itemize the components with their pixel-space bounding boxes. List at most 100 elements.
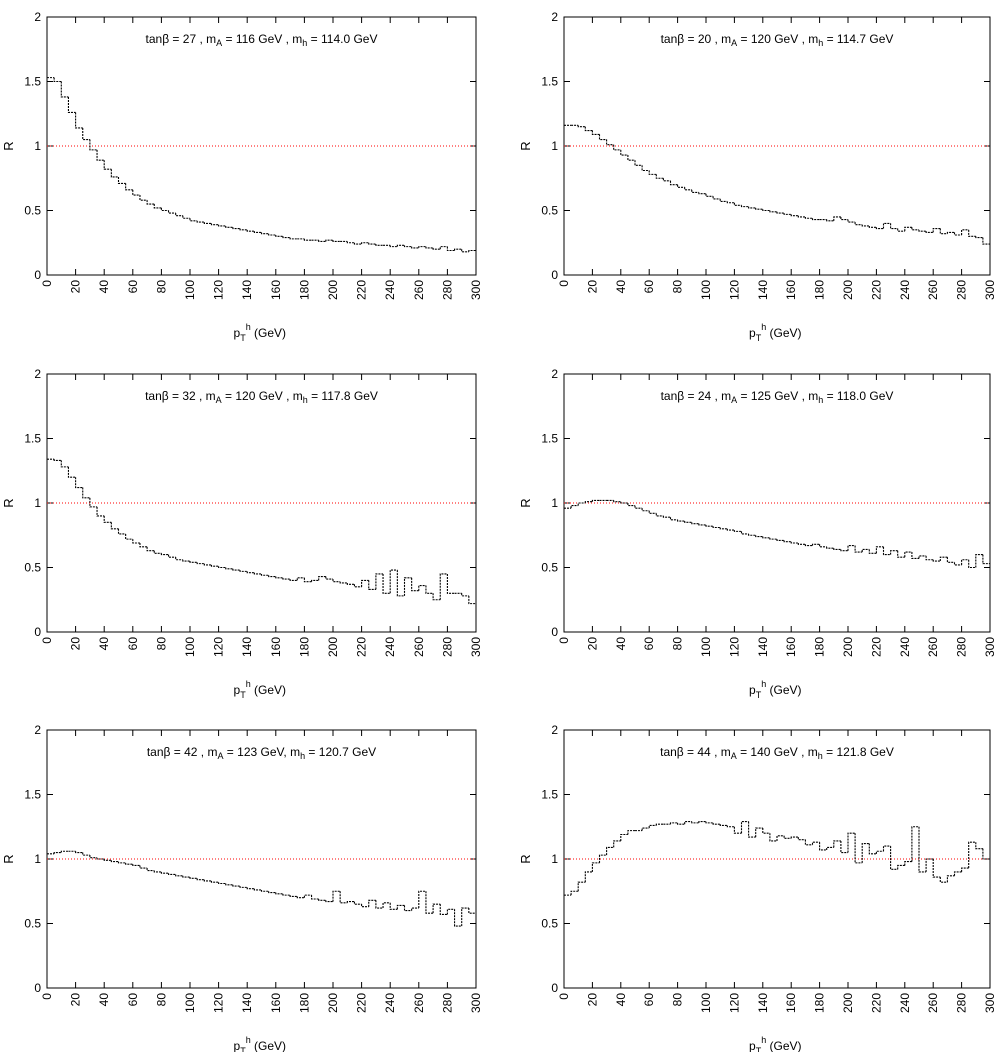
histogram-bin [311, 895, 319, 900]
histogram-bin [325, 239, 333, 242]
y-tick-label: 1 [551, 496, 558, 510]
histogram-bin [648, 170, 657, 175]
x-label-sub: T [240, 333, 246, 343]
histogram-bin [847, 545, 856, 551]
histogram-bin [691, 821, 699, 824]
histogram-bin [982, 554, 990, 565]
histogram-bin [289, 579, 298, 581]
y-tick-label: 2 [34, 367, 41, 381]
histogram-bin [627, 503, 635, 507]
histogram-bin [918, 826, 927, 873]
x-tick-label: 300 [469, 280, 483, 300]
histogram-bin [584, 871, 593, 883]
x-axis-label: pTh (GeV) [749, 322, 802, 343]
histogram-bin [655, 513, 664, 517]
histogram-bin [403, 905, 412, 912]
histogram-bin [368, 242, 376, 245]
histogram-bin [911, 826, 919, 862]
panel-title: tanβ = 42 , mA = 123 GeV, mh = 120.7 GeV [147, 745, 376, 761]
histogram-bin [389, 902, 398, 910]
histogram-bin [861, 548, 870, 553]
histogram-bin [925, 858, 934, 872]
histogram-bin [125, 183, 133, 191]
histogram-bin [854, 545, 863, 553]
y-tick-label: 0.5 [24, 917, 41, 931]
histogram-bin [439, 904, 448, 916]
y-tick-label: 1 [34, 496, 41, 510]
title-mA: = 123 GeV, m [223, 745, 300, 759]
y-tick-label: 1.5 [24, 75, 41, 89]
histogram-bin [719, 198, 728, 203]
x-tick-label: 20 [69, 280, 83, 294]
x-tick-label: 240 [898, 993, 912, 1013]
x-tick-label: 40 [614, 280, 628, 294]
x-tick-label: 20 [585, 637, 599, 651]
x-tick-label: 280 [955, 993, 969, 1013]
histogram-bin [797, 837, 806, 841]
histogram-bin [606, 846, 614, 856]
x-label-sub: T [756, 1046, 762, 1052]
histogram-bin [275, 576, 283, 579]
histogram-bin [96, 506, 105, 517]
x-label-main: p [234, 1039, 241, 1052]
histogram-bin [289, 237, 298, 240]
x-axis-label: pTh (GeV) [749, 679, 802, 700]
histogram-bin [797, 542, 806, 545]
histogram-bin [833, 548, 841, 550]
histogram-bin [598, 134, 607, 141]
histogram-bin [669, 180, 678, 186]
histogram-bin [790, 214, 799, 217]
x-label-main: p [749, 683, 756, 697]
histogram-bin [75, 112, 83, 129]
histogram-bin [468, 595, 476, 605]
y-tick-label: 0 [34, 625, 41, 639]
histogram-bin [875, 227, 884, 230]
x-label-sup: h [761, 322, 766, 332]
histogram-bin [218, 224, 226, 227]
histogram-bin [740, 821, 749, 834]
histogram-bin [939, 556, 948, 562]
histogram-bin [60, 460, 69, 468]
x-tick-label: 260 [412, 637, 426, 657]
x-tick-label: 260 [926, 637, 940, 657]
histogram-bin [218, 882, 226, 885]
histogram-bin [296, 577, 305, 581]
histogram-bin [403, 577, 412, 596]
histogram-bin [613, 144, 621, 151]
histogram-bin [847, 219, 856, 223]
x-tick-label: 160 [269, 280, 283, 300]
histogram-bin [117, 176, 126, 184]
x-tick-label: 200 [326, 280, 340, 300]
histogram-bin [705, 524, 714, 527]
histogram-bin [339, 581, 348, 584]
chart-panel-1: 00.511.520 20 40 60 80 100 120 140 160 180 200 220 2… [1, 10, 483, 343]
x-tick-label: 80 [154, 280, 168, 294]
histogram-bin [961, 559, 969, 565]
histogram-bin [975, 236, 983, 239]
histogram-bin [203, 563, 212, 566]
histogram-bin [318, 240, 326, 243]
histogram-bin [570, 505, 579, 509]
x-label-sup: h [761, 679, 766, 689]
histogram-bin [461, 593, 469, 597]
histogram-bin [411, 907, 419, 911]
histogram-bin [160, 553, 169, 556]
x-tick-label: 100 [699, 280, 713, 300]
title-sub-A: A [731, 751, 737, 761]
histogram-bin [268, 891, 276, 894]
histogram-bin [882, 222, 891, 229]
plot-frame [46, 373, 477, 633]
x-tick-label: 160 [269, 993, 283, 1013]
histogram-bin [634, 160, 643, 166]
x-tick-label: 280 [440, 280, 454, 300]
histogram-bin [939, 228, 948, 235]
histogram-bin [890, 550, 898, 555]
histogram-bin [411, 577, 419, 592]
histogram-bin [368, 899, 376, 907]
histogram-bin [332, 579, 341, 583]
x-tick-label: 300 [983, 637, 994, 657]
histogram-bin [332, 890, 341, 902]
x-tick-label: 220 [355, 993, 369, 1013]
y-tick-label: 2 [34, 10, 41, 24]
